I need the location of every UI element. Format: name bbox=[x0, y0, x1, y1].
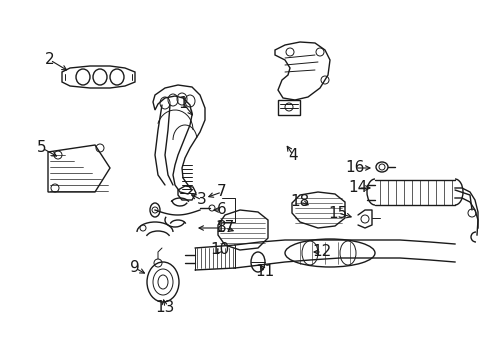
Text: 3: 3 bbox=[197, 193, 206, 207]
Text: 16: 16 bbox=[345, 161, 364, 175]
Text: 6: 6 bbox=[217, 202, 226, 217]
Text: 11: 11 bbox=[255, 265, 274, 279]
Text: 18: 18 bbox=[290, 194, 309, 210]
Text: 10: 10 bbox=[210, 243, 229, 257]
Text: 5: 5 bbox=[37, 140, 47, 156]
Text: 14: 14 bbox=[347, 180, 367, 195]
Text: 1: 1 bbox=[178, 95, 187, 111]
Text: 13: 13 bbox=[155, 301, 174, 315]
Text: 17: 17 bbox=[215, 220, 234, 235]
Text: 12: 12 bbox=[312, 244, 331, 260]
Text: 8: 8 bbox=[217, 220, 226, 235]
Text: 15: 15 bbox=[328, 206, 347, 220]
Text: 4: 4 bbox=[287, 148, 297, 162]
Text: 9: 9 bbox=[130, 261, 140, 275]
Text: 7: 7 bbox=[217, 184, 226, 199]
Text: 2: 2 bbox=[45, 53, 55, 68]
